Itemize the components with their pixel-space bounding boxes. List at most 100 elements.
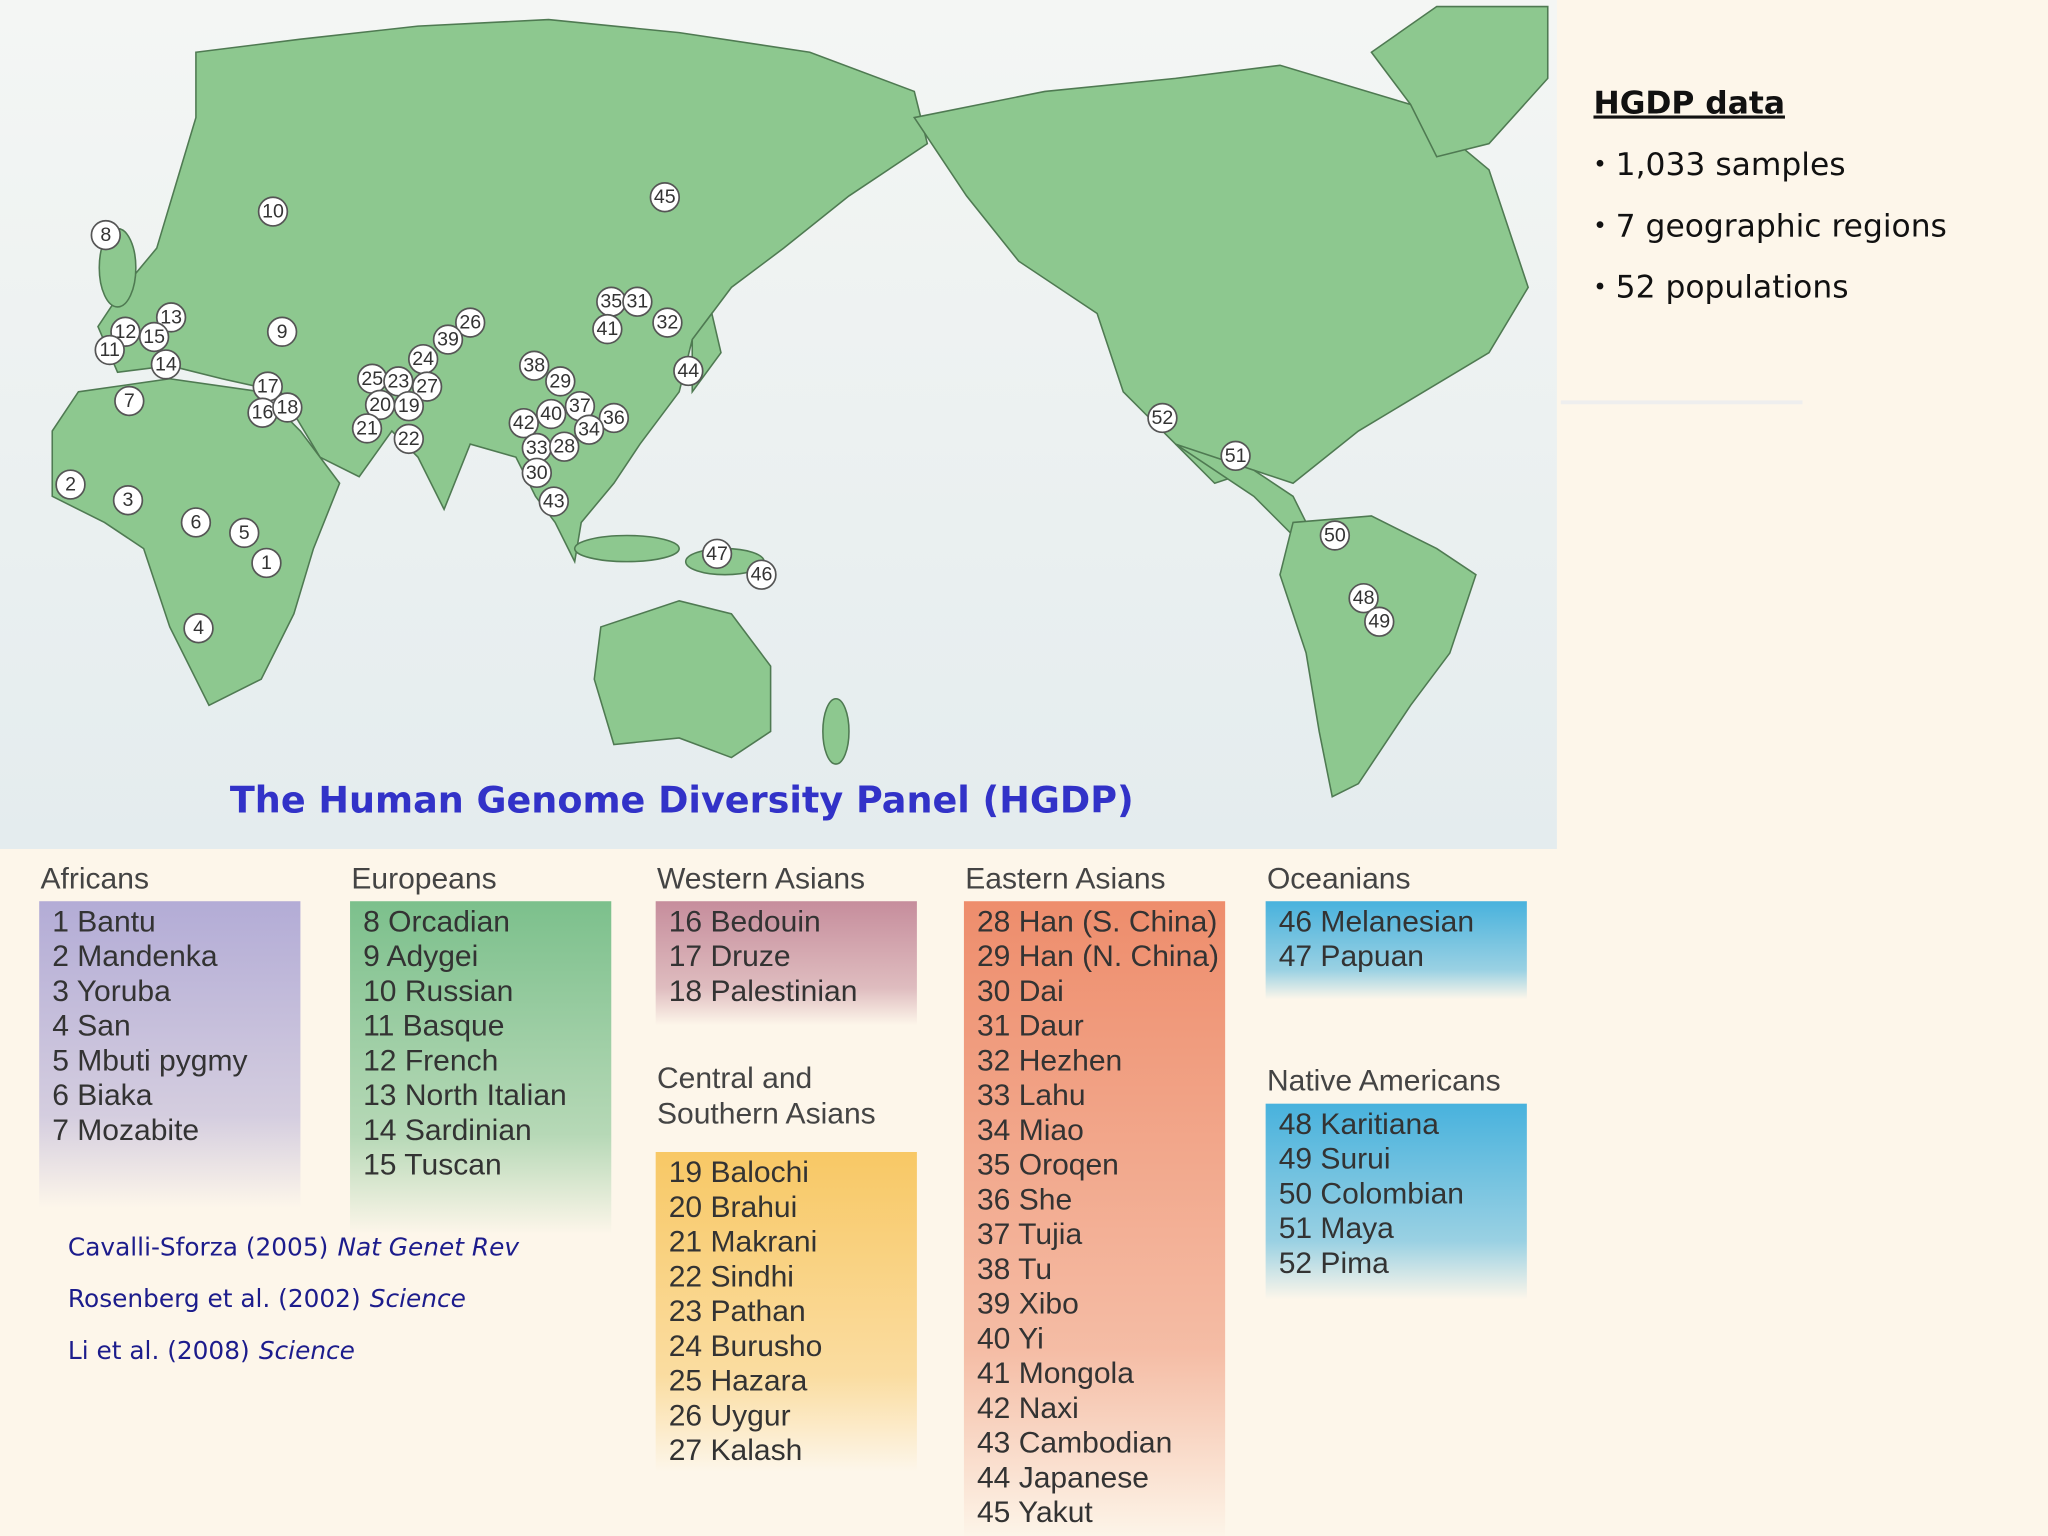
marker-label: 37	[569, 395, 591, 417]
population: 2 Mandenka	[52, 940, 218, 973]
population: 41 Mongola	[977, 1357, 1134, 1390]
population: 49 Surui	[1279, 1143, 1391, 1176]
citation-text: Cavalli-Sforza (2005)	[68, 1233, 328, 1262]
group-heading: Native Americans	[1267, 1065, 1501, 1098]
marker-label: 44	[677, 360, 699, 382]
marker-label: 25	[361, 368, 383, 390]
marker-circle	[1319, 520, 1351, 551]
marker-circle	[150, 349, 182, 380]
marker-label: 45	[654, 186, 676, 208]
marker-label: 9	[277, 321, 288, 343]
population: 12 French	[363, 1044, 498, 1077]
citation: Cavalli-Sforza (2005) Nat Genet Rev	[68, 1233, 519, 1262]
population: 4 San	[52, 1010, 130, 1043]
population: 40 Yi	[977, 1322, 1044, 1355]
bullet	[1596, 282, 1604, 290]
marker-circle	[573, 414, 605, 445]
population: 15 Tuscan	[363, 1149, 502, 1182]
marker-label: 36	[603, 407, 625, 429]
marker-label: 29	[549, 370, 571, 392]
sidebar-item: 7 geographic regions	[1616, 208, 1947, 244]
marker-label: 1	[261, 552, 272, 574]
population: 27 Kalash	[669, 1434, 803, 1467]
population: 33 Lahu	[977, 1079, 1086, 1112]
marker-circle	[155, 302, 187, 333]
group-heading: Europeans	[351, 862, 496, 895]
population: 5 Mbuti pygmy	[52, 1044, 247, 1077]
marker-circle	[351, 413, 383, 444]
population: 13 North Italian	[363, 1079, 567, 1112]
population: 43 Cambodian	[977, 1427, 1172, 1460]
bullet	[1596, 221, 1604, 229]
population: 31 Daur	[977, 1010, 1084, 1043]
marker-circle	[55, 469, 86, 500]
marker-label: 38	[523, 355, 545, 377]
population: 22 Sindhi	[669, 1260, 794, 1293]
marker-label: 28	[553, 436, 575, 458]
group-box	[655, 901, 917, 1026]
population: 32 Hezhen	[977, 1044, 1122, 1077]
citations: Cavalli-Sforza (2005) Nat Genet Rev Rosenb…	[68, 1233, 519, 1365]
marker-circle	[183, 613, 214, 644]
marker-circle	[1147, 402, 1178, 434]
marker-circle	[701, 538, 733, 570]
marker-label: 21	[356, 417, 378, 439]
marker-label: 18	[276, 397, 298, 419]
sidebar-heading: HGDP data	[1593, 85, 1785, 121]
marker-label: 32	[657, 312, 679, 334]
citation-journal: Science	[370, 1284, 466, 1313]
citation-text: Li et al. (2008)	[68, 1336, 250, 1365]
marker-circle	[746, 559, 777, 590]
group-box	[963, 901, 1226, 1536]
population: 16 Bedouin	[669, 905, 821, 938]
marker-label: 2	[65, 474, 76, 496]
marker-label: 8	[100, 224, 111, 246]
population: 10 Russian	[363, 975, 513, 1008]
marker-circle	[114, 385, 145, 417]
marker-circle	[229, 517, 260, 549]
marker-circle	[622, 286, 653, 317]
marker-circle	[1364, 606, 1395, 637]
marker-label: 52	[1152, 407, 1174, 429]
marker-label: 47	[706, 543, 728, 565]
group-heading: Central and Southern Asians	[657, 1062, 876, 1130]
greenland	[1370, 5, 1549, 158]
marker-label: 23	[387, 370, 409, 392]
marker-label: 15	[143, 326, 165, 348]
marker-label: 40	[540, 403, 562, 425]
marker-label: 48	[1353, 587, 1375, 609]
population: 19 Balochi	[669, 1156, 809, 1189]
population: 50 Colombian	[1279, 1177, 1464, 1210]
marker-circle	[138, 321, 170, 353]
population: 34 Miao	[977, 1114, 1084, 1147]
marker-circle	[112, 485, 144, 516]
marker-circle	[272, 392, 303, 423]
group-heading: Africans	[40, 862, 148, 895]
new-zealand	[822, 697, 850, 765]
marker-label: 22	[398, 428, 420, 450]
population: 28 Han (S. China)	[977, 905, 1217, 938]
marker-circle	[518, 350, 550, 381]
sidebar-items: 1,033 samples 7 geographic regions 52 popu…	[1596, 147, 1947, 306]
group-heading: Eastern Asians	[965, 862, 1165, 895]
marker-label: 5	[239, 522, 250, 544]
population: 14 Sardinian	[363, 1114, 532, 1147]
marker-label: 33	[526, 437, 548, 459]
marker-circle	[454, 307, 486, 338]
population: 46 Melanesian	[1279, 905, 1474, 938]
citation-journal: Science	[259, 1336, 355, 1365]
marker-label: 11	[100, 339, 120, 361]
marker-circle	[266, 316, 298, 347]
marker-label: 41	[596, 318, 618, 340]
group-box	[39, 901, 301, 1209]
marker-label: 26	[459, 312, 481, 334]
group-box	[655, 1152, 917, 1472]
group-box	[350, 901, 612, 1235]
marker-label: 20	[369, 394, 391, 416]
south-america	[1279, 515, 1477, 798]
population: 38 Tu	[977, 1253, 1052, 1286]
citation: Rosenberg et al. (2002) Science	[68, 1284, 466, 1313]
marker-label: 3	[123, 489, 134, 511]
marker-label: 30	[526, 462, 548, 484]
